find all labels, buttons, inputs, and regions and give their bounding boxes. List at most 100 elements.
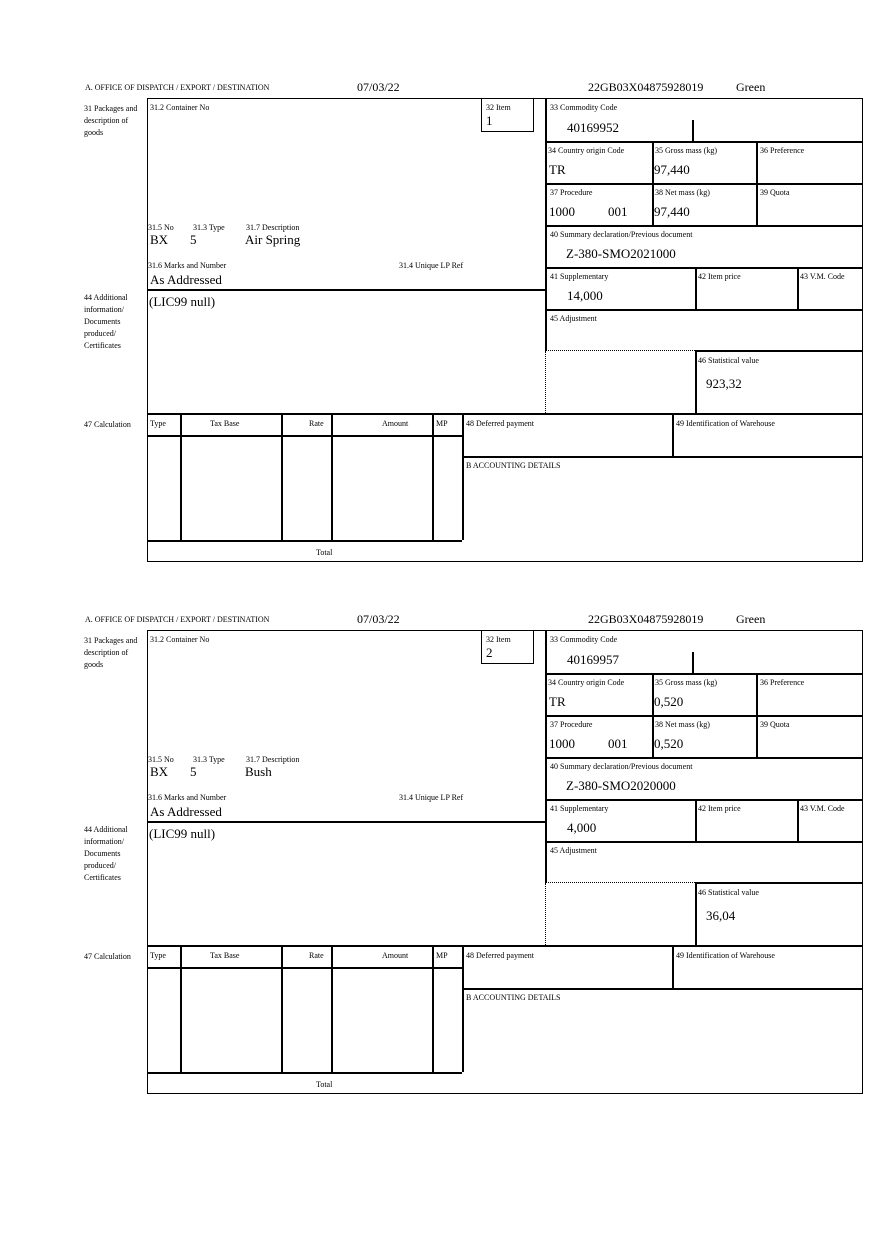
calc-header-mp: MP (436, 951, 448, 960)
divider (672, 945, 674, 988)
adjustment-label: 45 Adjustment (550, 846, 597, 855)
divider (147, 1072, 462, 1074)
container-no-label: 31.2 Container No (150, 103, 210, 112)
summary-declaration-value: Z-380-SMO2021000 (566, 246, 676, 261)
dotted-divider (545, 883, 546, 945)
reference-number: 22GB03X04875928019 (588, 612, 704, 626)
no-label: 31.5 No (148, 755, 174, 764)
marks-label: 31.6 Marks and Number (148, 793, 227, 802)
net-mass-label: 38 Net mass (kg) (655, 188, 710, 197)
divider (695, 267, 697, 309)
summary-declaration-label: 40 Summary declaration/Previous document (550, 762, 693, 771)
divider (695, 351, 697, 413)
no-value: BX (150, 764, 169, 779)
gross-mass-label: 35 Gross mass (kg) (655, 678, 717, 687)
divider (692, 652, 694, 673)
divider (432, 413, 434, 540)
divider (545, 799, 862, 801)
summary-declaration-label: 40 Summary declaration/Previous document (550, 230, 693, 239)
type-value: 5 (190, 764, 197, 779)
vm-code-label: 43 V.M. Code (800, 804, 845, 813)
divider (695, 882, 862, 884)
gross-mass-value: 0,520 (654, 694, 684, 709)
item-value: 1 (486, 113, 493, 128)
preference-label: 36 Preference (760, 146, 805, 155)
supplementary-value: 4,000 (567, 820, 597, 835)
divider (695, 883, 697, 945)
container-no-label: 31.2 Container No (150, 635, 210, 644)
procedure-value: 1000 (549, 204, 575, 219)
divider (672, 413, 674, 456)
divider (180, 945, 182, 1072)
divider (545, 715, 862, 717)
procedure-value: 1000 (549, 736, 575, 751)
divider (331, 945, 333, 1072)
procedure-extra-value: 001 (608, 736, 628, 751)
net-mass-label: 38 Net mass (kg) (655, 720, 710, 729)
divider (695, 350, 862, 352)
divider (545, 183, 862, 185)
divider (147, 540, 462, 542)
reference-number: 22GB03X04875928019 (588, 80, 704, 94)
divider (147, 967, 462, 969)
country-origin-label: 34 Country origin Code (548, 146, 625, 155)
vm-code-label: 43 V.M. Code (800, 272, 845, 281)
marks-label: 31.6 Marks and Number (148, 261, 227, 270)
divider (147, 945, 863, 947)
divider (147, 289, 546, 291)
type-label: 31.3 Type (193, 755, 225, 764)
item-box (481, 98, 534, 132)
statistical-value-value: 36,04 (706, 908, 736, 923)
divider (462, 988, 862, 990)
divider (462, 945, 464, 1072)
form-frame (147, 630, 863, 1094)
divider (147, 435, 462, 437)
dotted-divider (545, 350, 695, 351)
summary-declaration-value: Z-380-SMO2020000 (566, 778, 676, 793)
calculation-side-label: 47 Calculation (84, 952, 131, 961)
divider (797, 799, 799, 841)
country-origin-value: TR (549, 694, 566, 709)
header-label: A. OFFICE OF DISPATCH / EXPORT / DESTINA… (85, 83, 270, 92)
type-label: 31.3 Type (193, 223, 225, 232)
procedure-label: 37 Procedure (550, 188, 593, 197)
divider (281, 945, 283, 1072)
statistical-value-label: 46 Statistical value (698, 888, 759, 897)
warehouse-label: 49 Identification of Warehouse (676, 419, 775, 428)
unique-lp-ref-label: 31.4 Unique LP Ref (399, 261, 464, 270)
date-value: 07/03/22 (357, 612, 400, 626)
calc-header-calc-type: Type (150, 419, 166, 428)
no-value: BX (150, 232, 169, 247)
calc-header-rate: Rate (309, 951, 324, 960)
divider (432, 945, 434, 1072)
quota-label: 39 Quota (760, 720, 790, 729)
warehouse-label: 49 Identification of Warehouse (676, 951, 775, 960)
item-value: 2 (486, 645, 493, 660)
calc-header-tax-base: Tax Base (210, 419, 240, 428)
dotted-divider (545, 351, 546, 413)
calc-header-tax-base: Tax Base (210, 951, 240, 960)
no-label: 31.5 No (148, 223, 174, 232)
divider (545, 630, 547, 883)
divider (545, 141, 862, 143)
divider (331, 413, 333, 540)
route-value: Green (736, 80, 766, 94)
net-mass-value: 97,440 (654, 204, 690, 219)
divider (545, 757, 862, 759)
country-origin-value: TR (549, 162, 566, 177)
divider (692, 120, 694, 141)
divider (281, 413, 283, 540)
calc-header-amount: Amount (382, 951, 409, 960)
unique-lp-ref-label: 31.4 Unique LP Ref (399, 793, 464, 802)
accounting-details-label: B ACCOUNTING DETAILS (466, 461, 561, 470)
description-value: Air Spring (245, 232, 301, 247)
preference-label: 36 Preference (760, 678, 805, 687)
calc-header-calc-type: Type (150, 951, 166, 960)
supplementary-label: 41 Supplementary (550, 272, 609, 281)
calc-header-rate: Rate (309, 419, 324, 428)
procedure-extra-value: 001 (608, 204, 628, 219)
item-label: 32 Item (486, 635, 511, 644)
divider (545, 841, 862, 843)
description-value: Bush (245, 764, 272, 779)
